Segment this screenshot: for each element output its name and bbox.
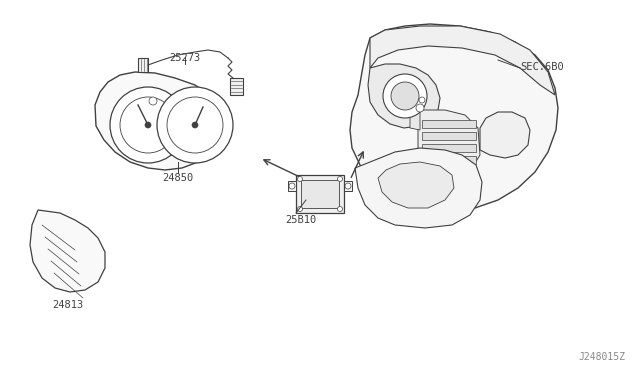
Polygon shape [422,120,476,128]
Text: 25B10: 25B10 [285,215,316,225]
Circle shape [145,122,151,128]
Circle shape [419,97,425,103]
Text: 24813: 24813 [52,300,84,310]
Polygon shape [370,26,555,95]
Polygon shape [480,112,530,158]
Circle shape [110,87,186,163]
Polygon shape [422,156,476,164]
Polygon shape [301,180,339,208]
Polygon shape [368,64,440,128]
Polygon shape [422,144,476,152]
Polygon shape [410,112,420,130]
Circle shape [157,87,233,163]
Polygon shape [210,100,220,113]
Circle shape [383,74,427,118]
Polygon shape [148,95,168,108]
Circle shape [416,104,424,112]
Circle shape [289,183,295,189]
Polygon shape [30,210,105,292]
Circle shape [345,183,351,189]
Polygon shape [288,181,296,191]
Circle shape [149,97,157,105]
Circle shape [298,176,303,182]
Text: J248015Z: J248015Z [578,352,625,362]
Text: 25273: 25273 [170,53,200,63]
Circle shape [337,176,342,182]
Polygon shape [344,181,352,191]
Circle shape [192,122,198,128]
Circle shape [298,206,303,212]
Polygon shape [95,72,220,170]
Circle shape [391,82,419,110]
Circle shape [120,97,176,153]
Text: 24850: 24850 [163,173,194,183]
Polygon shape [350,24,558,210]
Polygon shape [296,175,344,213]
Polygon shape [230,78,243,95]
Polygon shape [422,132,476,140]
Text: SEC.6B0: SEC.6B0 [520,62,564,72]
Polygon shape [138,58,148,72]
Polygon shape [418,110,480,175]
Polygon shape [355,148,482,228]
Polygon shape [378,162,454,208]
Circle shape [167,97,223,153]
Circle shape [337,206,342,212]
